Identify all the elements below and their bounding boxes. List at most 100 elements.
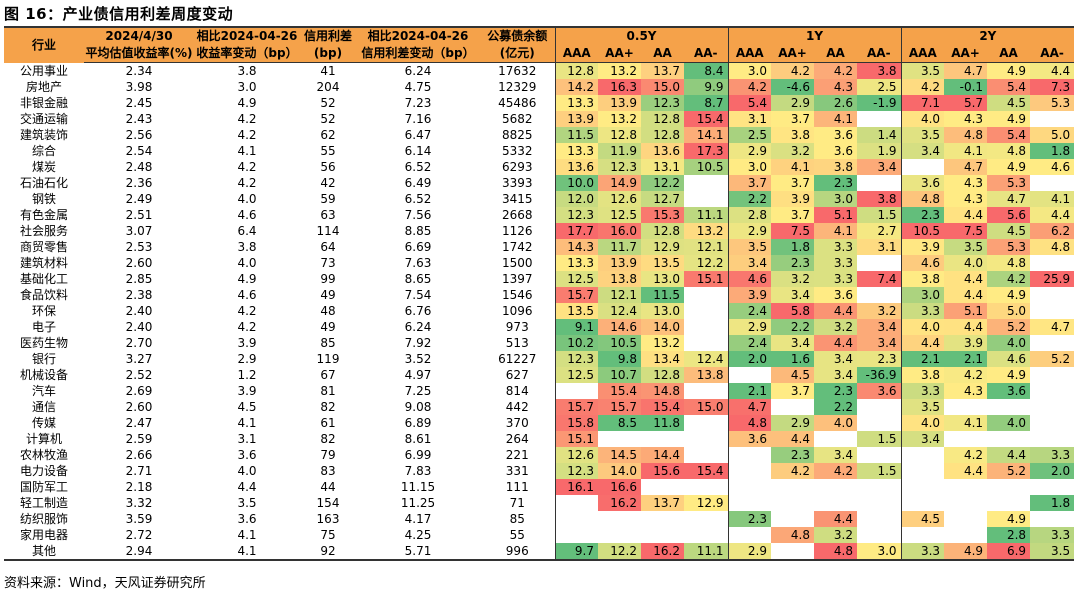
heat-cell: 13.3 bbox=[554, 255, 598, 271]
heat-cell: 3.5 bbox=[1030, 543, 1075, 561]
credit-spread-cell: 99 bbox=[320, 272, 336, 286]
credit-spread-cell: 85 bbox=[320, 336, 336, 350]
credit-spread-cell: 64 bbox=[320, 240, 336, 254]
heat-cell bbox=[684, 527, 728, 543]
heat-cell: 3.4 bbox=[857, 335, 902, 351]
avg-yield-cell: 2.40 bbox=[125, 304, 153, 318]
bond-balance-cell: 996 bbox=[480, 543, 555, 561]
heat-cell: 4.2 bbox=[987, 271, 1031, 287]
credit-spread-cell: 119 bbox=[316, 352, 340, 366]
table-row: 食品饮料 2.38 4.6 49 7.54 1546 15.7 12.1 11.5 3.9 3.4 3… bbox=[4, 287, 1074, 303]
heat-cell bbox=[857, 447, 901, 463]
yield-change-cell: 2.9 bbox=[237, 352, 257, 366]
heat-cell bbox=[900, 159, 945, 175]
heat-cell: 4.3 bbox=[944, 191, 988, 207]
heat-cell: 4.4 bbox=[771, 431, 815, 447]
spread-change-cell: 7.54 bbox=[404, 288, 432, 302]
heat-cell: 3.0 bbox=[727, 62, 772, 79]
heat-cell: 4.5 bbox=[987, 223, 1031, 239]
heat-cell: 4.2 bbox=[771, 62, 815, 79]
bond-balance-cell: 55 bbox=[509, 528, 525, 542]
heat-cell bbox=[554, 511, 598, 527]
heat-cell: 12.6 bbox=[554, 447, 598, 463]
heat-cell: 2.1 bbox=[944, 351, 988, 367]
header-rating-1y-aaplus: AA+ bbox=[771, 45, 815, 63]
heat-cell: 3.9 bbox=[944, 335, 988, 351]
yield-change-cell: 3.5 bbox=[237, 496, 257, 510]
credit-spread-cell: 81 bbox=[320, 384, 336, 398]
spread-change-cell: 7.92 bbox=[404, 336, 432, 350]
heat-cell: 4.7 bbox=[944, 159, 988, 175]
spread-change-cell: 6.24 bbox=[404, 320, 432, 334]
heat-cell bbox=[857, 495, 901, 511]
table-row: 电力设备 2.71 4.0 83 7.83 331 12.3 14.0 15.6 15.4 4.2 4… bbox=[4, 463, 1075, 479]
industry-name-cell: 食品饮料 bbox=[19, 288, 68, 302]
heat-cell: 3.3 bbox=[1030, 527, 1075, 543]
heat-cell: 2.3 bbox=[771, 255, 815, 271]
heat-cell: 2.4 bbox=[727, 335, 772, 351]
heat-cell: 4.2 bbox=[944, 447, 988, 463]
heat-cell bbox=[1030, 399, 1074, 415]
heat-cell: 3.4 bbox=[814, 447, 858, 463]
heat-cell bbox=[684, 415, 728, 431]
heat-cell: 3.3 bbox=[814, 255, 858, 271]
bond-balance-cell: 331 bbox=[505, 464, 529, 478]
heat-cell: 3.5 bbox=[900, 399, 945, 415]
source-note: 资料来源：Wind，天风证券研究所 bbox=[4, 576, 206, 591]
table-row: 其他 2.94 4.1 92 5.71 996 9.7 12.2 16.2 11.1 2.9 4.8 3… bbox=[4, 543, 1075, 561]
heat-cell: 12.8 bbox=[598, 127, 641, 143]
heat-cell: 11.5 bbox=[641, 287, 684, 303]
avg-yield-cell: 2.60 bbox=[125, 400, 153, 414]
heat-cell: 13.5 bbox=[554, 303, 598, 319]
bond-balance-cell: 370 bbox=[505, 416, 529, 430]
yield-change-cell: 4.4 bbox=[237, 480, 257, 494]
credit-spread-cell: 61 bbox=[320, 416, 336, 430]
header-rating-05y-aaa: AAA bbox=[554, 45, 598, 63]
heat-cell bbox=[857, 399, 901, 415]
industry-name-cell: 国防军工 bbox=[19, 480, 68, 494]
yield-change-cell: 4.2 bbox=[237, 304, 257, 318]
industry-name-cell: 环保 bbox=[31, 304, 56, 318]
heat-cell: 8.4 bbox=[684, 62, 729, 79]
heat-cell: 3.9 bbox=[727, 287, 772, 303]
heat-cell: 16.2 bbox=[598, 495, 641, 511]
heat-cell: 3.8 bbox=[900, 367, 945, 383]
heat-cell: 3.3 bbox=[900, 303, 945, 319]
heat-cell: 4.8 bbox=[727, 415, 772, 431]
heat-cell: 4.1 bbox=[814, 111, 858, 127]
table-row: 轻工制造 3.32 3.5 154 11.25 71 16.2 13.7 12.9 1.8 bbox=[4, 495, 1075, 511]
heat-cell: 3.1 bbox=[857, 239, 902, 255]
header-rating-05y-aaminus: AA- bbox=[684, 45, 729, 63]
heat-cell: 12.8 bbox=[641, 111, 684, 127]
heat-cell: 3.6 bbox=[814, 127, 858, 143]
heat-cell: 2.2 bbox=[814, 399, 858, 415]
heat-cell: 12.8 bbox=[554, 62, 598, 79]
credit-spread-cell: 204 bbox=[316, 80, 340, 94]
yield-change-cell: 4.0 bbox=[237, 192, 257, 206]
spread-change-cell: 7.56 bbox=[404, 208, 432, 222]
header-group-2y: 2Y bbox=[900, 26, 1075, 45]
spread-change-cell: 7.83 bbox=[404, 464, 432, 478]
heat-cell: 12.5 bbox=[554, 271, 598, 287]
heat-cell: 4.3 bbox=[944, 383, 988, 399]
bond-balance-cell: 1096 bbox=[501, 304, 533, 318]
header-yield-change-ref: 相比2024-04-26 bbox=[194, 26, 300, 45]
credit-spread-cell: 44 bbox=[320, 480, 336, 494]
credit-spread-cell: 52 bbox=[320, 96, 336, 110]
avg-yield-cell: 2.45 bbox=[125, 96, 153, 110]
heat-cell: 4.8 bbox=[900, 191, 945, 207]
industry-name-cell: 交通运输 bbox=[19, 112, 68, 126]
heat-cell: 3.4 bbox=[857, 159, 902, 175]
heat-cell bbox=[857, 479, 901, 495]
heat-cell: 10.2 bbox=[554, 335, 598, 351]
heat-cell: 15.1 bbox=[684, 271, 729, 287]
heat-cell: 2.9 bbox=[771, 415, 815, 431]
heat-cell: 12.4 bbox=[598, 303, 641, 319]
spread-change-cell: 8.65 bbox=[404, 272, 432, 286]
heat-cell: 4.1 bbox=[944, 415, 988, 431]
heat-cell: 3.5 bbox=[900, 127, 945, 143]
heat-cell: 4.8 bbox=[814, 543, 858, 561]
heat-cell: 13.2 bbox=[598, 111, 641, 127]
header-rating-2y-aa: AA bbox=[987, 45, 1031, 63]
industry-name-cell: 其他 bbox=[4, 543, 84, 561]
